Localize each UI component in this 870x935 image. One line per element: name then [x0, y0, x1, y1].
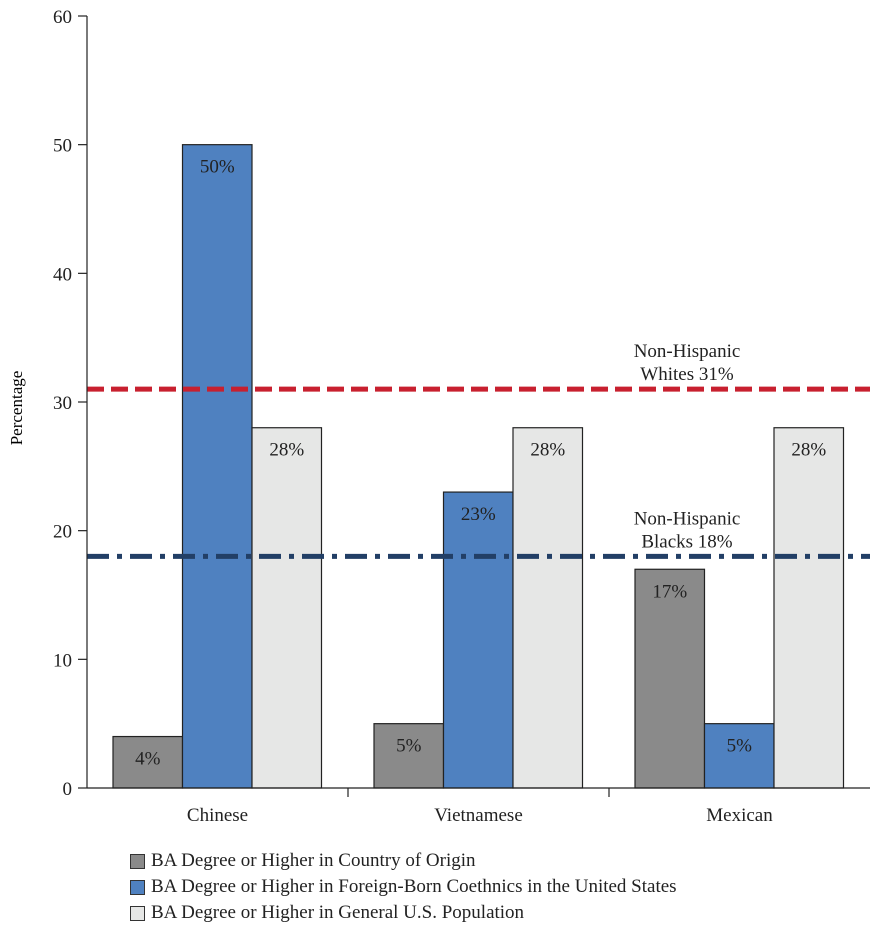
legend-swatch-coethnics — [130, 879, 145, 895]
data-label-chinese-s0: 4% — [135, 749, 161, 770]
y-tick-label-20: 20 — [53, 522, 72, 543]
legend-label-us-population: BA Degree or Higher in General U.S. Popu… — [151, 902, 525, 923]
legend: BA Degree or Higher in Country of Origin… — [130, 848, 677, 926]
bar-vietnamese-s2 — [512, 427, 584, 789]
data-label-mexican-s2: 28% — [791, 440, 826, 461]
reference-label-0-line2: Whites 31% — [640, 364, 734, 385]
y-tick-label-30: 30 — [53, 393, 72, 414]
data-label-mexican-s1: 5% — [727, 736, 753, 757]
bar-chinese-s2 — [251, 427, 323, 789]
data-label-vietnamese-s1: 23% — [461, 504, 496, 525]
bar-vietnamese-s0 — [373, 723, 445, 789]
y-tick-label-0: 0 — [63, 779, 73, 800]
legend-item-origin: BA Degree or Higher in Country of Origin — [130, 848, 677, 874]
legend-item-us-population: BA Degree or Higher in General U.S. Popu… — [130, 900, 677, 926]
y-tick-label-60: 60 — [53, 7, 72, 28]
data-label-mexican-s0: 17% — [652, 581, 687, 602]
y-axis-label: Percentage — [7, 371, 26, 446]
bar-chinese-s0 — [112, 735, 184, 789]
legend-item-coethnics: BA Degree or Higher in Foreign-Born Coet… — [130, 874, 677, 900]
bar-mexican-s2 — [773, 427, 845, 789]
bar-mexican-s0 — [634, 568, 706, 789]
legend-swatch-origin — [130, 853, 145, 869]
y-tick-label-50: 50 — [53, 136, 72, 157]
y-tick-label-40: 40 — [53, 264, 72, 285]
legend-label-origin: BA Degree or Higher in Country of Origin — [151, 850, 476, 871]
x-tick-label-vietnamese: Vietnamese — [434, 805, 523, 826]
reference-label-1-line1: Non-Hispanic — [634, 508, 741, 529]
data-label-chinese-s1: 50% — [200, 157, 235, 178]
legend-swatch-us-population — [130, 905, 145, 921]
reference-label-0-line1: Non-Hispanic — [634, 341, 741, 362]
y-tick-label-10: 10 — [53, 650, 72, 671]
reference-label-1-line2: Blacks 18% — [641, 531, 732, 552]
bar-vietnamese-s1 — [442, 491, 514, 789]
legend-label-coethnics: BA Degree or Higher in Foreign-Born Coet… — [151, 876, 677, 897]
bar-chart: 4%50%28%5%23%28%17%5%28% Non-HispanicWhi… — [7, 7, 870, 826]
data-label-vietnamese-s0: 5% — [396, 736, 422, 757]
x-tick-label-mexican: Mexican — [706, 805, 773, 826]
data-label-vietnamese-s2: 28% — [530, 440, 565, 461]
bar-chinese-s1 — [181, 144, 253, 789]
data-label-chinese-s2: 28% — [269, 440, 304, 461]
x-tick-label-chinese: Chinese — [187, 805, 248, 826]
